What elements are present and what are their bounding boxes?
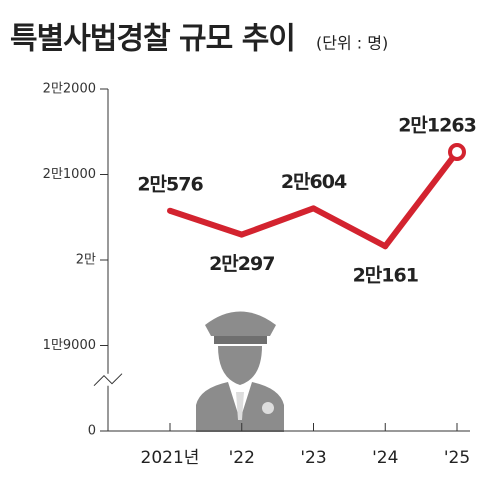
value-label: 2만576 — [137, 173, 203, 195]
point — [310, 205, 317, 212]
value-label: 2만1263 — [398, 115, 476, 137]
y-tick-label: 2만2000 — [43, 82, 96, 97]
x-tick-label: 2021년 — [141, 448, 200, 468]
x-tick-label: '25 — [444, 448, 470, 468]
point — [382, 243, 389, 250]
x-tick-label: '23 — [300, 448, 326, 468]
y-tick-label: 2만1000 — [43, 167, 96, 182]
x-tick-label: '22 — [229, 448, 255, 468]
y-tick-label: 1만9000 — [43, 338, 96, 353]
axis-break — [93, 373, 123, 387]
chart-subtitle: (단위 : 명) — [316, 34, 388, 53]
point — [238, 231, 245, 238]
point — [448, 143, 466, 162]
y-tick-label: 2만 — [76, 253, 96, 268]
officer-icon — [196, 311, 284, 432]
value-label: 2만604 — [281, 171, 347, 193]
line — [169, 150, 460, 250]
value-label: 2만161 — [353, 265, 418, 287]
point — [167, 207, 173, 214]
y-tick-label: 0 — [88, 424, 96, 439]
chart-title: 특별사법경찰 규모 추이 — [10, 22, 295, 57]
value-label: 2만297 — [209, 253, 274, 275]
x-tick-label: '24 — [372, 448, 398, 468]
